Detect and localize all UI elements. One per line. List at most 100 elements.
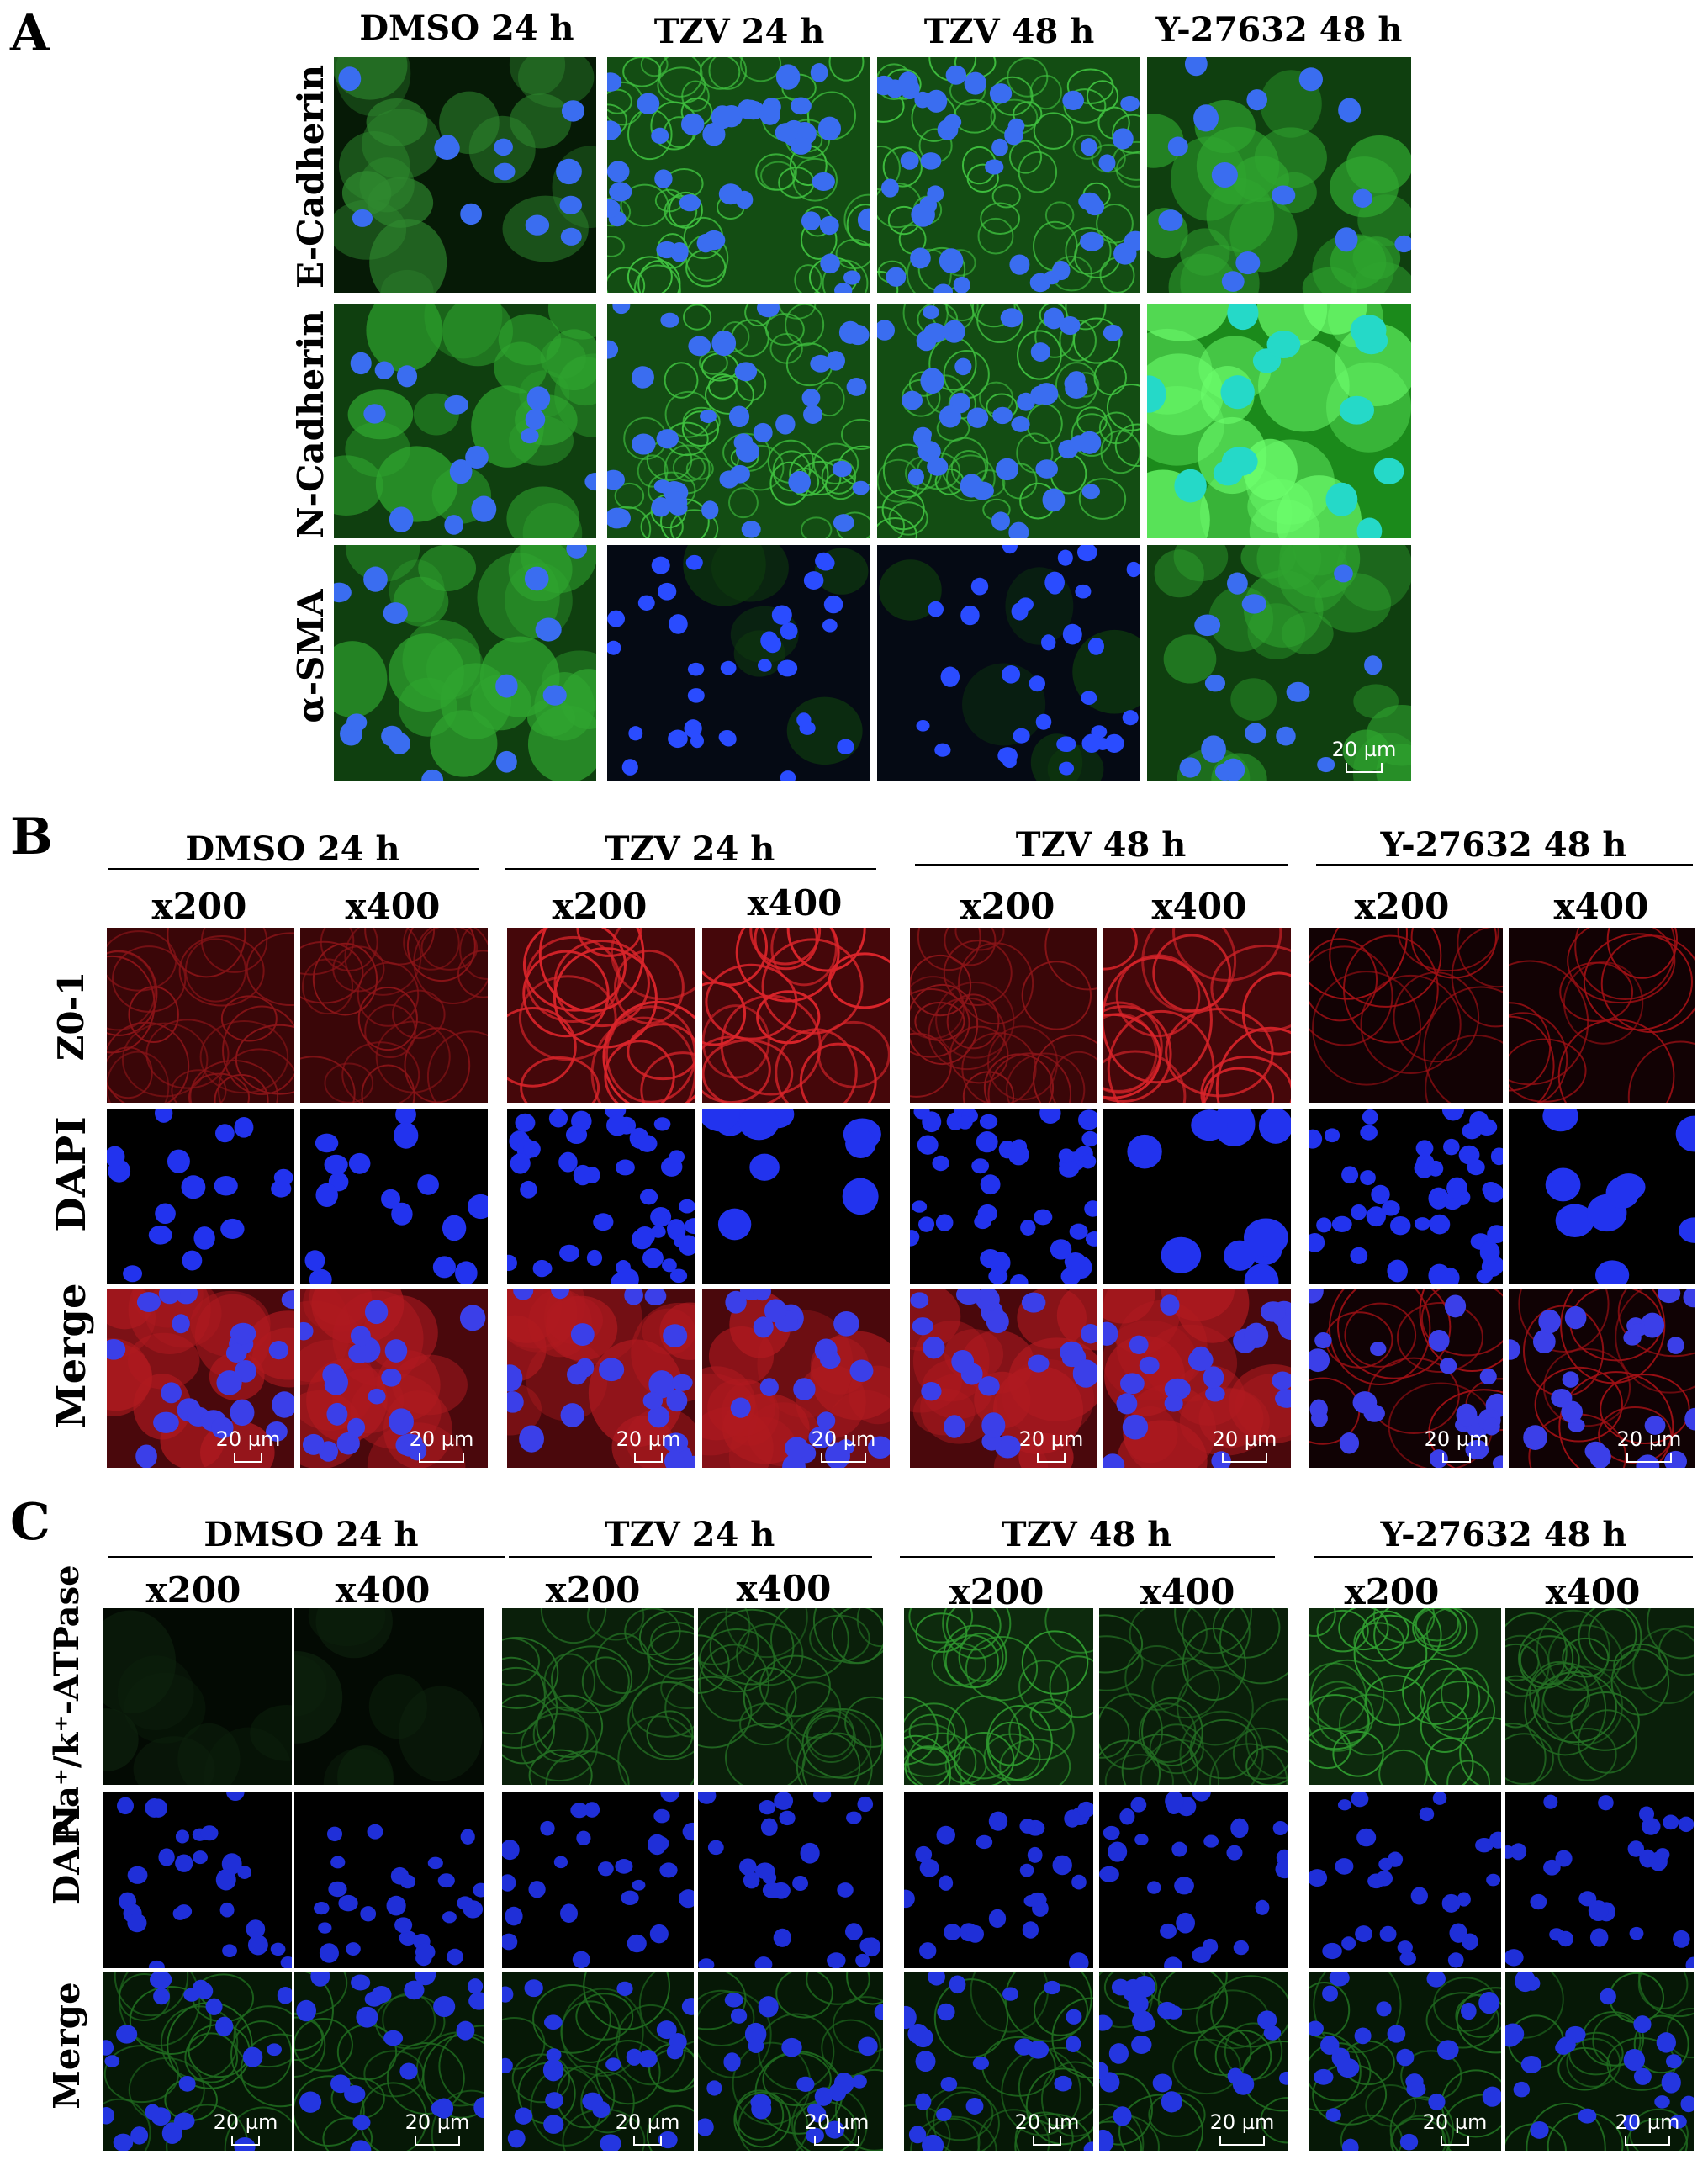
panel-b-micrograph-r2-c7 [1309,1109,1503,1284]
panel-c-micrograph-r3-c1 [103,1972,292,2151]
panel-a-micrograph-r1-c1 [334,57,596,293]
panel-b-mag-1b: x400 [345,886,441,927]
panel-b-mag-1a: x200 [151,886,247,927]
panel-c-scale-bar-7: 20 µm [1417,2110,1493,2146]
panel-c-row-label-1: Na⁺/k⁺-ATPase [47,1564,87,1839]
panel-c-group-3-underline [900,1556,1275,1558]
scale-bar-label: 20 µm [1014,2110,1080,2134]
panel-c-scale-bar-4: 20 µm [799,2110,875,2146]
panel-c-micrograph-r3-c3 [502,1972,694,2151]
panel-c-micrograph-r1-c4 [698,1608,883,1785]
panel-c-micrograph-r2-c2 [294,1792,484,1968]
panel-b-scale-bar-7: 20 µm [1419,1427,1494,1463]
panel-b-group-2-underline [505,868,876,870]
panel-a-micrograph-r3-c4 [1147,545,1411,781]
panel-b-mag-4a: x200 [1354,886,1450,927]
panel-b-micrograph-r1-c1 [107,928,294,1103]
panel-c-mag-1a: x200 [145,1570,241,1611]
panel-c-row-label-2: DAPI [46,1803,87,1906]
panel-b-scale-bar-1: 20 µm [210,1427,286,1463]
panel-c-mag-3a: x200 [949,1571,1044,1612]
panel-c-micrograph-r3-c8 [1505,1972,1694,2151]
panel-b-mag-3b: x400 [1151,886,1247,927]
panel-b-mag-3a: x200 [960,886,1055,927]
scale-bar-label: 20 µm [409,1427,474,1451]
scale-bar-label: 20 µm [1424,1427,1489,1451]
panel-a-micrograph-r1-c2 [607,57,870,293]
panel-c-mag-1b: x400 [335,1570,431,1611]
panel-b-micrograph-r1-c2 [300,928,488,1103]
panel-b-micrograph-r3-c2 [300,1289,488,1468]
scale-bar-label: 20 µm [1616,1427,1682,1451]
panel-b-micrograph-r2-c8 [1509,1109,1695,1284]
panel-a-col-header-2: TZV 24 h [653,12,825,51]
panel-b-micrograph-r3-c8 [1509,1289,1695,1468]
panel-a-row-label-2: N-Cadherin [290,310,331,539]
panel-b-group-3: TZV 48 h [1015,825,1187,865]
panel-a-micrograph-r3-c3 [877,545,1140,781]
panel-b-micrograph-r2-c3 [507,1109,695,1284]
panel-b-micrograph-r1-c7 [1309,928,1503,1103]
panel-b-micrograph-r3-c6 [1103,1289,1291,1468]
panel-c-micrograph-r2-c7 [1309,1792,1501,1968]
panel-b-group-1: DMSO 24 h [185,829,400,869]
panel-c-micrograph-r2-c6 [1099,1792,1288,1968]
panel-b-group-3-underline [915,864,1288,866]
panel-c-micrograph-r3-c7 [1309,1972,1501,2151]
panel-b-micrograph-r3-c1 [107,1289,294,1468]
panel-b-micrograph-r3-c4 [702,1289,890,1468]
panel-b-scale-bar-6: 20 µm [1207,1427,1282,1463]
panel-c-micrograph-r2-c5 [904,1792,1093,1968]
scale-bar-label: 20 µm [615,2110,680,2134]
panel-a-micrograph-r2-c4 [1147,304,1411,538]
panel-b-group-4-underline [1316,864,1693,866]
panel-c-micrograph-r2-c3 [502,1792,694,1968]
panel-c-scale-bar-6: 20 µm [1204,2110,1280,2146]
panel-b-group-2: TZV 24 h [604,829,775,869]
panel-b-letter: B [10,807,53,866]
scale-bar-label: 20 µm [1018,1427,1084,1451]
panel-c-micrograph-r2-c4 [698,1792,883,1968]
scale-bar-label: 20 µm [1331,738,1397,761]
panel-c-mag-4b: x400 [1545,1571,1641,1612]
scale-bar-label: 20 µm [1615,2110,1680,2134]
panel-b-micrograph-r3-c7 [1309,1289,1503,1468]
panel-a-micrograph-r3-c1 [334,545,596,781]
panel-c-mag-2b: x400 [736,1568,832,1609]
scale-bar-label: 20 µm [1422,2110,1488,2134]
panel-b-scale-bar-2: 20 µm [404,1427,479,1463]
scale-bar-label: 20 µm [804,2110,870,2134]
panel-c-letter: C [10,1493,50,1552]
panel-a-micrograph-r2-c3 [877,304,1140,538]
panel-b-micrograph-r2-c1 [107,1109,294,1284]
panel-c-group-2: TZV 24 h [604,1515,775,1554]
panel-c-group-4: Y-27632 48 h [1380,1515,1627,1554]
panel-b-mag-4b: x400 [1553,886,1649,927]
panel-b-mag-2a: x200 [552,886,648,927]
panel-c-mag-2a: x200 [545,1570,641,1611]
panel-b-row-label-3: Merge [48,1283,95,1429]
panel-b-group-4: Y-27632 48 h [1380,825,1627,865]
panel-c-micrograph-r3-c5 [904,1972,1093,2151]
panel-a-scale-bar: 20 µm [1330,738,1398,773]
panel-c-micrograph-r2-c8 [1505,1792,1694,1968]
panel-c-micrograph-r3-c6 [1099,1972,1288,2151]
panel-a-col-header-3: TZV 48 h [923,12,1095,51]
scale-bar-label: 20 µm [1209,2110,1275,2134]
panel-b-scale-bar-4: 20 µm [806,1427,881,1463]
panel-a-col-header-4: Y-27632 48 h [1155,10,1403,50]
panel-a-letter: A [10,4,50,63]
panel-b-micrograph-r1-c5 [910,928,1097,1103]
panel-b-micrograph-r1-c6 [1103,928,1291,1103]
panel-b-mag-2b: x400 [747,882,843,924]
panel-c-micrograph-r1-c8 [1505,1608,1694,1785]
panel-c-group-1: DMSO 24 h [204,1515,419,1554]
panel-a-micrograph-r1-c3 [877,57,1140,293]
panel-c-group-3: TZV 48 h [1001,1515,1172,1554]
panel-b-scale-bar-8: 20 µm [1611,1427,1687,1463]
panel-c-scale-bar-2: 20 µm [399,2110,475,2146]
scale-bar-label: 20 µm [1212,1427,1277,1451]
panel-b-micrograph-r2-c4 [702,1109,890,1284]
panel-c-scale-bar-1: 20 µm [208,2110,283,2146]
panel-a-row-label-3: α-SMA [290,589,331,723]
